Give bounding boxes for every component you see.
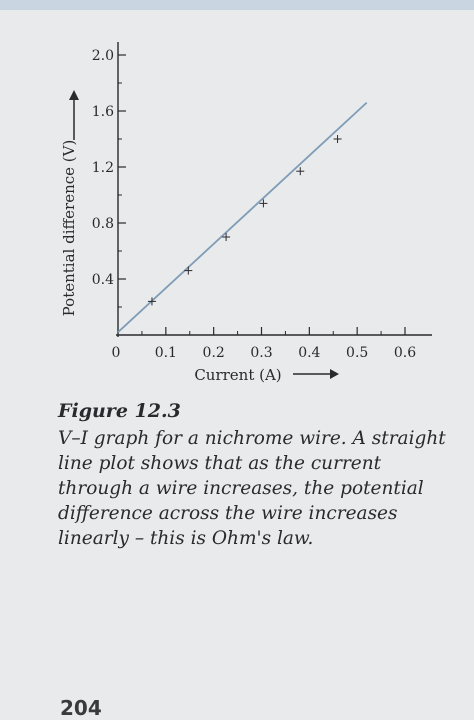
- x-tick-label: 0.6: [394, 345, 416, 361]
- y-tick-label: 2.0: [92, 48, 114, 64]
- x-tick-label: 0.2: [203, 345, 225, 361]
- data-point: [296, 167, 305, 176]
- x-tick-label: 0: [112, 345, 121, 361]
- x-tick-label: 0.4: [298, 345, 320, 361]
- y-axis-arrow-icon: [69, 90, 79, 140]
- y-tick-label: 1.6: [92, 104, 114, 120]
- data-point: [333, 135, 342, 143]
- figure-label: Figure 12.3: [58, 400, 181, 422]
- x-tick-label: 0.5: [346, 345, 368, 361]
- data-point: [222, 233, 231, 241]
- x-axis-label: Current (A): [194, 366, 281, 384]
- figure-caption: Figure 12.3 V–I graph for a nichrome wir…: [58, 400, 458, 551]
- data-point: [184, 266, 193, 275]
- figure-description: V–I graph for a nichrome wire. A straigh…: [58, 428, 446, 549]
- fit-line: [117, 101, 368, 333]
- x-tick-label: 0.1: [155, 345, 177, 361]
- y-axis-label: Potential difference (V): [60, 140, 78, 317]
- x-tick-label: 0.3: [250, 345, 272, 361]
- chart-axes: 0 0.1 0.2 0.3 0.4 0.5 0.6 0.4 0.8 1.2 1.6 2.0: [92, 42, 432, 361]
- chart-marks: [117, 101, 368, 333]
- y-tick-label: 0.8: [92, 216, 114, 232]
- page-top-strip: [0, 0, 474, 10]
- vi-graph: 0 0.1 0.2 0.3 0.4 0.5 0.6 0.4 0.8 1.2 1.6 2.0 Curre…: [60, 42, 432, 384]
- y-tick-label: 1.2: [92, 160, 114, 176]
- page-number: 204: [60, 696, 102, 720]
- x-axis-arrow-icon: [293, 369, 339, 379]
- data-point: [147, 297, 156, 306]
- y-tick-label: 0.4: [92, 272, 114, 288]
- data-point: [259, 199, 268, 208]
